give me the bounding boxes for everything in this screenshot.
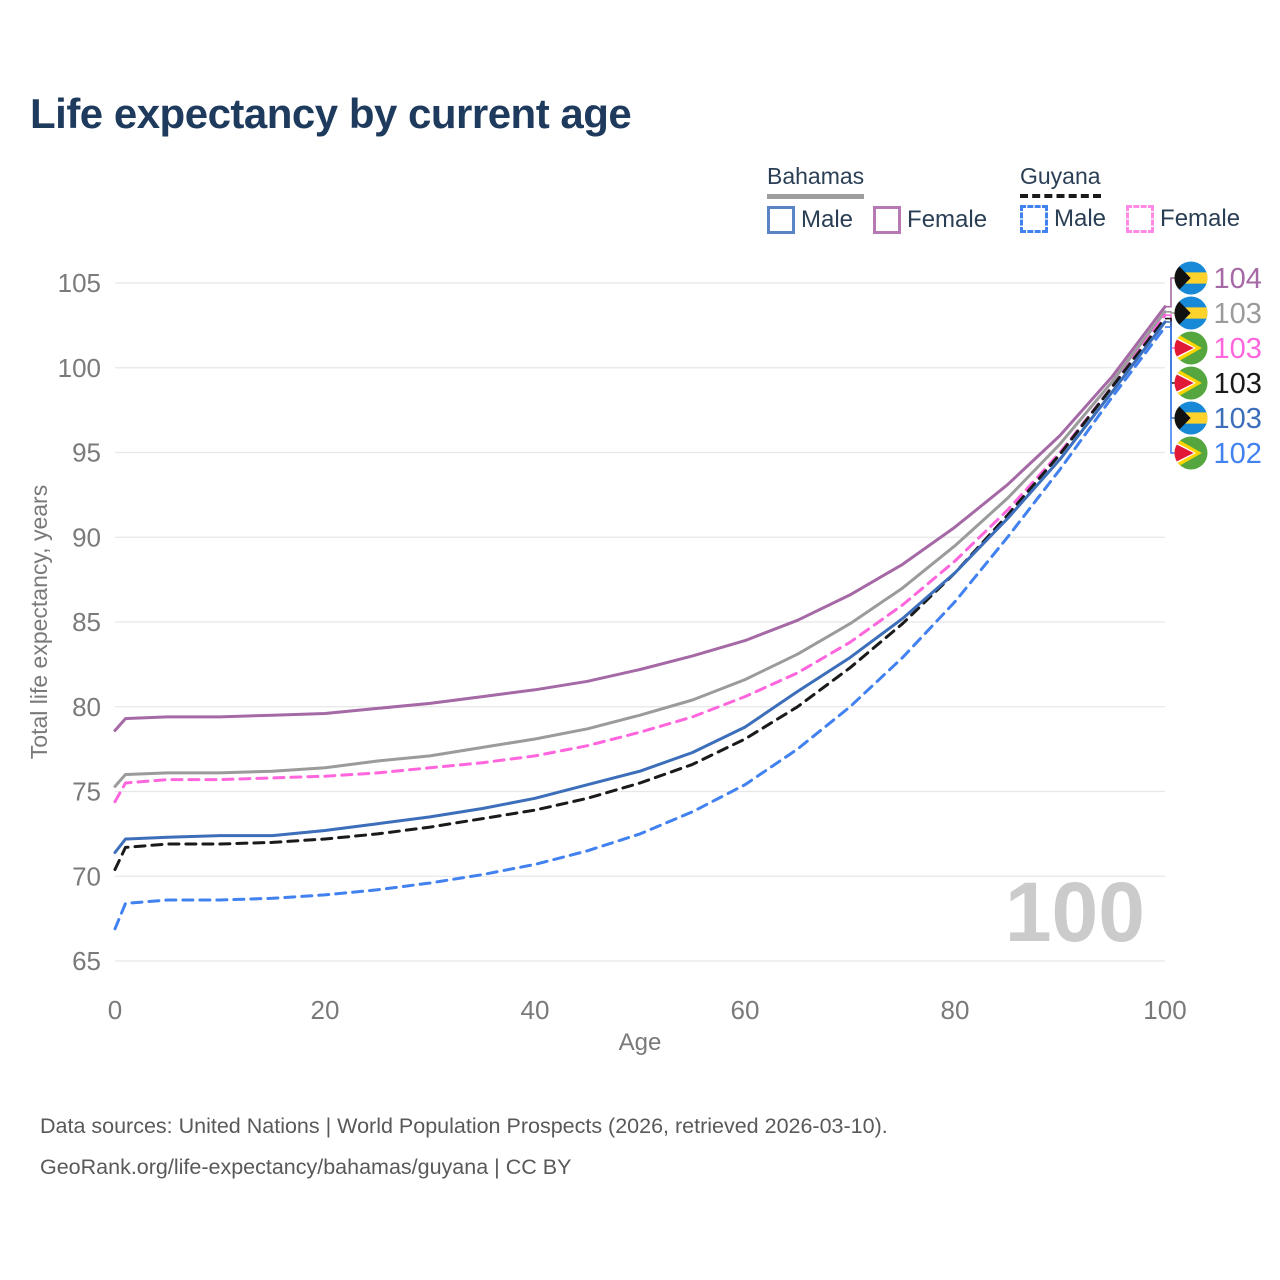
data-source-note: Data sources: United Nations | World Pop… — [40, 1106, 888, 1188]
series-line-bahamas[interactable] — [113, 310, 1167, 788]
y-tick-label: 65 — [72, 946, 101, 976]
legend-item-guyana-male[interactable]: Male — [1020, 205, 1106, 233]
bahamas-flag-icon — [1174, 261, 1208, 295]
end-label-leader — [1165, 311, 1175, 314]
legend-header-guyana[interactable]: Guyana — [1020, 163, 1101, 198]
bahamas-male-swatch-icon — [767, 206, 795, 234]
x-axis-title: Age — [619, 1029, 662, 1056]
bahamas-flag-icon — [1174, 296, 1208, 330]
y-tick-label: 85 — [72, 607, 101, 637]
end-value-label: 103 — [1214, 368, 1262, 400]
y-tick-label: 70 — [72, 861, 101, 891]
guyana-female-swatch-icon — [1126, 205, 1155, 233]
guyana-flag-icon — [1174, 331, 1208, 365]
legend-group-guyana: Guyana Male Female — [1020, 163, 1240, 233]
series-line-bahamas-female[interactable] — [113, 305, 1167, 732]
legend-group-bahamas: Bahamas Male Female — [767, 163, 987, 234]
legend-item-bahamas-female[interactable]: Female — [873, 206, 987, 234]
end-value-label: 103 — [1214, 298, 1262, 330]
end-label-leader — [1165, 326, 1175, 454]
legend-label: Female — [907, 206, 988, 233]
end-value-label: 104 — [1214, 263, 1262, 295]
end-value-label: 103 — [1214, 333, 1262, 365]
series-line-guyana-male[interactable] — [113, 325, 1167, 931]
end-label-leader — [1165, 277, 1175, 308]
bahamas-female-swatch-icon — [873, 206, 902, 234]
legend-item-guyana-female[interactable]: Female — [1126, 205, 1240, 233]
end-label-leader — [1165, 314, 1175, 349]
y-tick-label: 95 — [72, 438, 101, 468]
y-tick-label: 80 — [72, 692, 101, 722]
legend-label: Male — [1054, 205, 1107, 232]
legend-item-bahamas-male[interactable]: Male — [767, 206, 853, 234]
series-line-guyana-female[interactable] — [113, 313, 1167, 804]
series-line-guyana[interactable] — [113, 317, 1167, 871]
x-tick-label: 20 — [311, 995, 340, 1025]
x-tick-label: 0 — [108, 995, 122, 1025]
end-value-label: 102 — [1214, 438, 1262, 470]
bahamas-flag-icon — [1174, 401, 1208, 435]
y-axis-title: Total life expectancy, years — [26, 485, 52, 759]
end-label-leader — [1165, 317, 1175, 384]
legend-header-bahamas[interactable]: Bahamas — [767, 163, 865, 199]
y-tick-label: 90 — [72, 522, 101, 552]
x-tick-label: 100 — [1143, 995, 1186, 1025]
end-label-leader — [1165, 321, 1175, 419]
legend-label: Male — [801, 206, 854, 233]
guyana-flag-icon — [1174, 366, 1208, 400]
guyana-flag-icon — [1174, 436, 1208, 470]
source-line-2: GeoRank.org/life-expectancy/bahamas/guya… — [40, 1155, 572, 1179]
end-value-label: 103 — [1214, 403, 1262, 435]
x-tick-label: 40 — [521, 995, 550, 1025]
age-frame-watermark: 100 — [1004, 865, 1145, 959]
legend-label: Female — [1160, 205, 1241, 232]
y-tick-label: 100 — [58, 353, 101, 383]
y-tick-label: 75 — [72, 777, 101, 807]
y-tick-label: 105 — [58, 268, 101, 298]
guyana-male-swatch-icon — [1020, 205, 1048, 233]
x-tick-label: 80 — [941, 995, 970, 1025]
source-line-1: Data sources: United Nations | World Pop… — [40, 1114, 888, 1138]
x-tick-label: 60 — [731, 995, 760, 1025]
series-line-bahamas-male[interactable] — [113, 320, 1167, 854]
chart-title: Life expectancy by current age — [30, 90, 632, 137]
